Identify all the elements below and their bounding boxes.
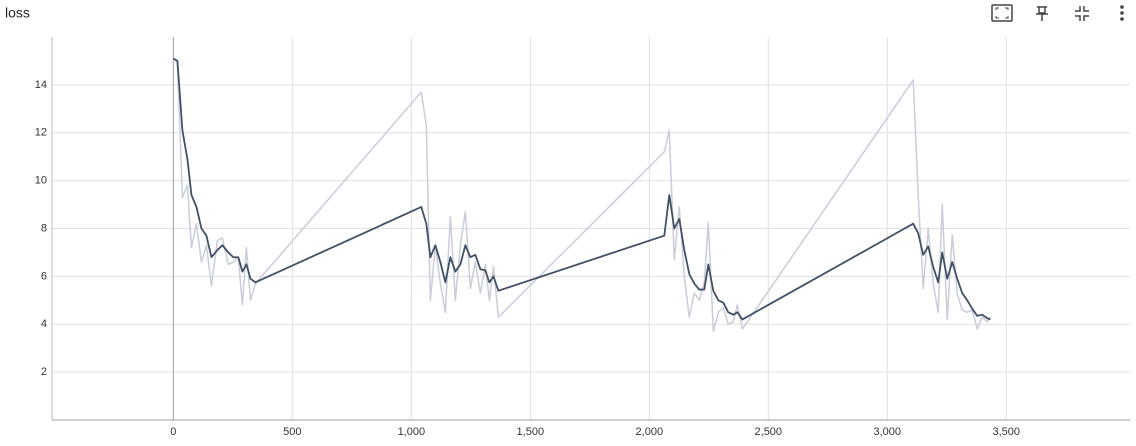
- x-tick-label: 2,000: [636, 426, 664, 438]
- x-tick-label: 2,500: [755, 426, 783, 438]
- y-tick-label: 6: [41, 270, 47, 282]
- x-tick-label: 3,000: [874, 426, 902, 438]
- y-tick-label: 2: [41, 366, 47, 378]
- x-tick-label: 1,000: [398, 426, 426, 438]
- y-tick-label: 8: [41, 222, 47, 234]
- x-tick-label: 3,500: [992, 426, 1020, 438]
- collapse-button[interactable]: [1075, 6, 1089, 21]
- toolbar: [991, 4, 1124, 22]
- y-tick-label: 14: [35, 79, 47, 91]
- series-line: [172, 57, 991, 333]
- pin-button[interactable]: [1036, 6, 1048, 21]
- more-button[interactable]: [1120, 5, 1124, 21]
- y-tick-label: 10: [35, 175, 47, 187]
- y-tick-label: 4: [41, 318, 47, 330]
- x-tick-label: 500: [283, 426, 301, 438]
- x-tick-label: 0: [170, 426, 176, 438]
- fit-domain-button[interactable]: [991, 4, 1013, 22]
- y-tick-label: 12: [35, 127, 47, 139]
- chart-title: loss: [5, 5, 30, 21]
- series-line: [172, 57, 991, 321]
- x-tick-label: 1,500: [517, 426, 545, 438]
